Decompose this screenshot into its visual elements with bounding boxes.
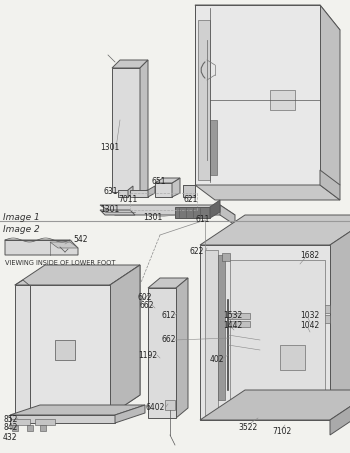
Polygon shape (110, 265, 140, 415)
Polygon shape (115, 405, 145, 423)
Polygon shape (176, 278, 188, 418)
Text: VIEWING INSIDE OF LOWER FOOT: VIEWING INSIDE OF LOWER FOOT (5, 260, 116, 266)
Polygon shape (195, 5, 340, 30)
Polygon shape (183, 185, 195, 197)
Text: 1301: 1301 (143, 213, 162, 222)
Polygon shape (230, 260, 325, 410)
Text: 602: 602 (137, 293, 152, 302)
Text: 842: 842 (3, 424, 18, 433)
Text: 432: 432 (3, 434, 18, 443)
Polygon shape (112, 68, 140, 192)
Polygon shape (155, 178, 180, 183)
Text: 1301: 1301 (100, 144, 119, 153)
Polygon shape (222, 253, 230, 261)
Text: 3522: 3522 (238, 423, 257, 432)
Polygon shape (320, 170, 340, 200)
Text: 622: 622 (190, 247, 204, 256)
Polygon shape (130, 190, 148, 197)
Text: 1532: 1532 (223, 310, 242, 319)
Polygon shape (50, 242, 78, 248)
Polygon shape (198, 20, 210, 180)
Polygon shape (330, 390, 350, 435)
Polygon shape (315, 305, 330, 313)
Polygon shape (148, 186, 155, 197)
Polygon shape (5, 240, 78, 255)
Text: 542: 542 (73, 236, 88, 245)
Polygon shape (270, 90, 295, 110)
Polygon shape (110, 265, 140, 415)
Text: 852: 852 (3, 415, 18, 424)
Polygon shape (40, 425, 46, 431)
Polygon shape (228, 321, 250, 327)
Polygon shape (148, 288, 176, 418)
Polygon shape (195, 5, 320, 185)
Polygon shape (210, 120, 217, 175)
Text: 662: 662 (162, 336, 176, 344)
Text: 1682: 1682 (300, 251, 319, 260)
Polygon shape (280, 408, 295, 415)
Polygon shape (250, 405, 275, 415)
Polygon shape (148, 278, 188, 288)
Text: 1042: 1042 (300, 321, 319, 329)
Polygon shape (155, 183, 172, 197)
Polygon shape (280, 345, 305, 370)
Text: 621: 621 (183, 196, 197, 204)
Polygon shape (200, 215, 350, 245)
Polygon shape (27, 425, 33, 431)
Polygon shape (330, 215, 350, 420)
Text: Image 2: Image 2 (3, 225, 40, 233)
Polygon shape (220, 205, 235, 225)
Text: 1442: 1442 (223, 321, 242, 329)
Polygon shape (200, 390, 350, 420)
Text: 631: 631 (103, 188, 118, 197)
Text: 7102: 7102 (272, 428, 291, 437)
Text: 1301: 1301 (100, 206, 119, 215)
Polygon shape (12, 425, 18, 431)
Polygon shape (15, 285, 30, 415)
Text: 651: 651 (152, 177, 167, 185)
Text: 612: 612 (162, 310, 176, 319)
Polygon shape (55, 340, 75, 360)
Polygon shape (128, 186, 133, 197)
Polygon shape (10, 405, 145, 415)
Polygon shape (100, 210, 135, 215)
Text: 7011: 7011 (118, 194, 137, 203)
Polygon shape (30, 285, 110, 415)
Polygon shape (228, 313, 250, 319)
Text: 611: 611 (195, 216, 209, 225)
Polygon shape (100, 205, 235, 215)
Polygon shape (112, 60, 148, 68)
Polygon shape (218, 255, 225, 400)
Polygon shape (10, 415, 115, 423)
Text: 1032: 1032 (300, 310, 319, 319)
Polygon shape (175, 207, 210, 218)
Text: 1192: 1192 (138, 351, 157, 360)
Polygon shape (315, 315, 330, 323)
Polygon shape (118, 190, 128, 197)
Polygon shape (15, 265, 140, 285)
Polygon shape (195, 185, 340, 200)
Polygon shape (320, 5, 340, 185)
Polygon shape (205, 250, 218, 415)
Polygon shape (140, 60, 148, 192)
Polygon shape (210, 200, 220, 218)
Polygon shape (35, 419, 55, 425)
Polygon shape (172, 178, 180, 197)
Polygon shape (200, 245, 330, 420)
Text: 402: 402 (210, 356, 224, 365)
Text: Image 1: Image 1 (3, 212, 40, 222)
Polygon shape (165, 400, 175, 410)
Text: 6402: 6402 (145, 404, 164, 413)
Polygon shape (10, 419, 30, 425)
Text: 662: 662 (140, 300, 154, 309)
